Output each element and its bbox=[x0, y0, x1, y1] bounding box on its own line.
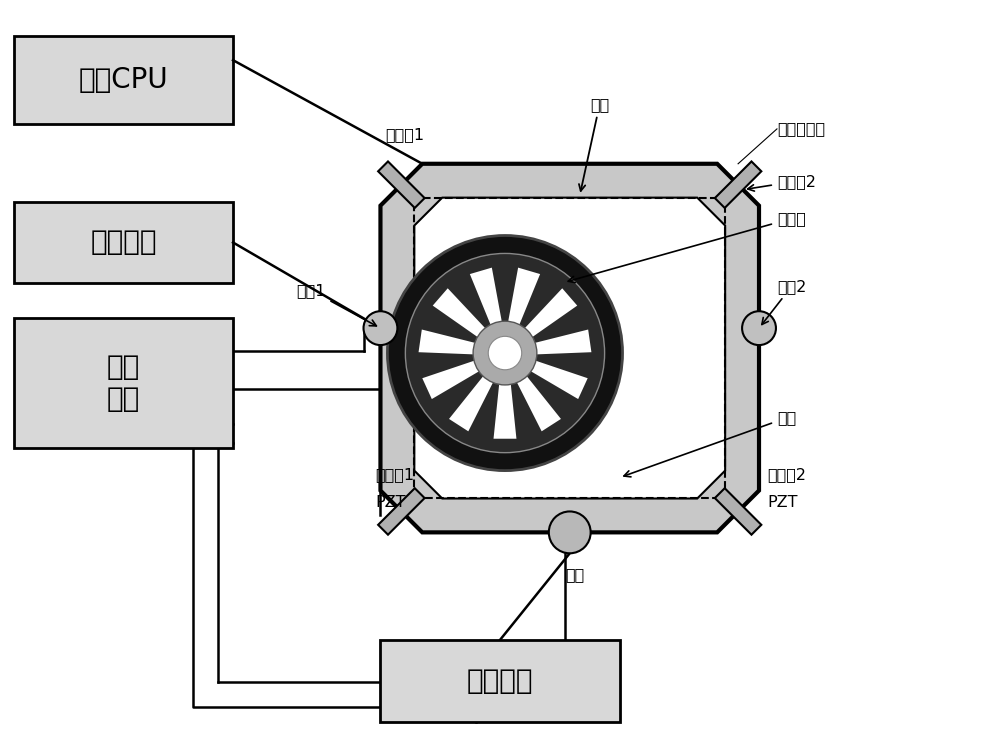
Text: 惯组CPU: 惯组CPU bbox=[79, 66, 168, 94]
Text: 光电探测器: 光电探测器 bbox=[777, 122, 825, 136]
Polygon shape bbox=[422, 360, 482, 399]
Circle shape bbox=[473, 321, 537, 385]
Text: 机抖控制: 机抖控制 bbox=[90, 229, 157, 257]
Polygon shape bbox=[515, 374, 561, 431]
Polygon shape bbox=[532, 330, 591, 355]
Text: 阴极: 阴极 bbox=[565, 567, 584, 582]
Text: 稳频控制: 稳频控制 bbox=[467, 667, 533, 695]
Polygon shape bbox=[508, 268, 540, 328]
Circle shape bbox=[364, 312, 397, 345]
Text: 阳极1: 阳极1 bbox=[296, 283, 376, 326]
Bar bbox=[414, 198, 725, 498]
Polygon shape bbox=[433, 288, 487, 339]
Text: 平面镜2: 平面镜2 bbox=[748, 174, 816, 191]
Text: 本体: 本体 bbox=[624, 410, 796, 477]
Text: PZT: PZT bbox=[375, 495, 406, 510]
Text: 机抖轮: 机抖轮 bbox=[568, 211, 806, 283]
Circle shape bbox=[549, 512, 591, 553]
Text: 阳极2: 阳极2 bbox=[762, 279, 806, 325]
Text: 球面镜2: 球面镜2 bbox=[767, 467, 806, 482]
Circle shape bbox=[488, 336, 522, 369]
Polygon shape bbox=[528, 360, 588, 399]
Polygon shape bbox=[419, 330, 478, 355]
Polygon shape bbox=[494, 381, 516, 439]
Bar bbox=[14, 36, 233, 124]
Text: 平面镜1: 平面镜1 bbox=[385, 127, 425, 142]
Text: 电源
模块: 电源 模块 bbox=[107, 353, 140, 413]
Text: 光阑: 光阑 bbox=[579, 97, 609, 191]
Text: PZT: PZT bbox=[767, 495, 797, 510]
Polygon shape bbox=[378, 488, 425, 534]
Polygon shape bbox=[380, 163, 759, 532]
Polygon shape bbox=[522, 288, 577, 339]
Text: 球面镜1: 球面镜1 bbox=[375, 467, 415, 482]
Polygon shape bbox=[414, 198, 725, 498]
Bar bbox=[380, 640, 620, 722]
Polygon shape bbox=[715, 488, 761, 534]
Polygon shape bbox=[449, 374, 495, 431]
Polygon shape bbox=[715, 161, 761, 208]
Circle shape bbox=[387, 235, 623, 471]
Circle shape bbox=[742, 312, 776, 345]
Circle shape bbox=[417, 265, 593, 441]
Polygon shape bbox=[378, 161, 425, 208]
Polygon shape bbox=[470, 268, 502, 328]
Circle shape bbox=[405, 254, 605, 453]
Bar bbox=[14, 318, 233, 448]
Bar bbox=[14, 202, 233, 284]
